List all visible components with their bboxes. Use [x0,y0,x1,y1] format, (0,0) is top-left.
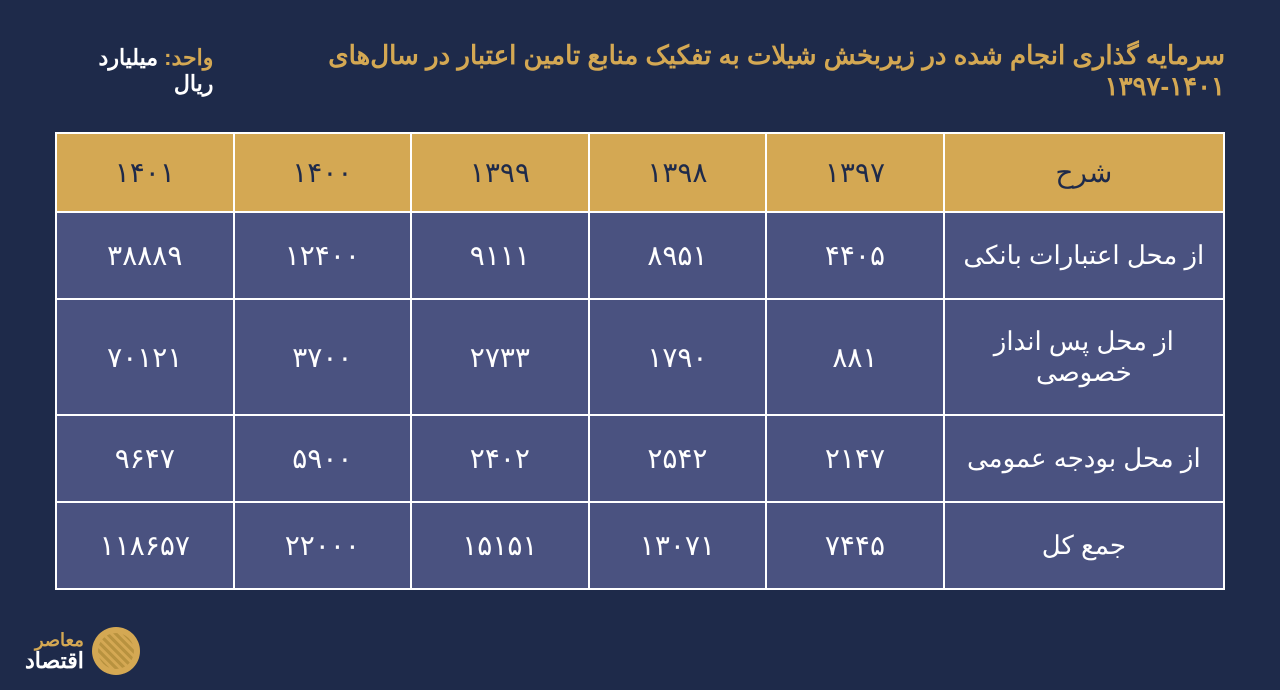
table-wrapper: شرح ۱۳۹۷ ۱۳۹۸ ۱۳۹۹ ۱۴۰۰ ۱۴۰۱ از محل اعتب… [55,132,1225,590]
cell-value: ۱۱۸۶۵۷ [56,502,234,589]
cell-value: ۹۶۴۷ [56,415,234,502]
row-label: از محل پس انداز خصوصی [944,299,1224,415]
table-row: از محل بودجه عمومی ۲۱۴۷ ۲۵۴۲ ۲۴۰۲ ۵۹۰۰ ۹… [56,415,1224,502]
col-header-1398: ۱۳۹۸ [589,133,767,212]
cell-value: ۱۲۴۰۰ [234,212,412,299]
table-header-row: شرح ۱۳۹۷ ۱۳۹۸ ۱۳۹۹ ۱۴۰۰ ۱۴۰۱ [56,133,1224,212]
table-row: از محل پس انداز خصوصی ۸۸۱ ۱۷۹۰ ۲۷۳۳ ۳۷۰۰… [56,299,1224,415]
row-label: از محل اعتبارات بانکی [944,212,1224,299]
unit-label: واحد: میلیارد ریال [55,45,213,97]
cell-value: ۱۵۱۵۱ [411,502,589,589]
table-row: جمع کل ۷۴۴۵ ۱۳۰۷۱ ۱۵۱۵۱ ۲۲۰۰۰ ۱۱۸۶۵۷ [56,502,1224,589]
logo-icon [92,627,140,675]
cell-value: ۳۸۸۸۹ [56,212,234,299]
cell-value: ۸۸۱ [766,299,944,415]
cell-value: ۳۷۰۰ [234,299,412,415]
cell-value: ۲۲۰۰۰ [234,502,412,589]
col-header-desc: شرح [944,133,1224,212]
cell-value: ۱۷۹۰ [589,299,767,415]
page-title: سرمایه گذاری انجام شده در زیربخش شیلات ب… [213,40,1225,102]
row-label: از محل بودجه عمومی [944,415,1224,502]
main-container: سرمایه گذاری انجام شده در زیربخش شیلات ب… [0,0,1280,590]
row-label: جمع کل [944,502,1224,589]
table-row: از محل اعتبارات بانکی ۴۴۰۵ ۸۹۵۱ ۹۱۱۱ ۱۲۴… [56,212,1224,299]
cell-value: ۸۹۵۱ [589,212,767,299]
col-header-1399: ۱۳۹۹ [411,133,589,212]
col-header-1401: ۱۴۰۱ [56,133,234,212]
cell-value: ۵۹۰۰ [234,415,412,502]
investment-table: شرح ۱۳۹۷ ۱۳۹۸ ۱۳۹۹ ۱۴۰۰ ۱۴۰۱ از محل اعتب… [55,132,1225,590]
logo-line1: معاصر [35,630,84,650]
cell-value: ۷۰۱۲۱ [56,299,234,415]
cell-value: ۲۴۰۲ [411,415,589,502]
logo-line2: اقتصاد [25,648,84,673]
cell-value: ۲۱۴۷ [766,415,944,502]
col-header-1397: ۱۳۹۷ [766,133,944,212]
logo-text: معاصر اقتصاد [25,630,84,672]
cell-value: ۷۴۴۵ [766,502,944,589]
col-header-1400: ۱۴۰۰ [234,133,412,212]
title-row: سرمایه گذاری انجام شده در زیربخش شیلات ب… [55,40,1225,102]
cell-value: ۱۳۰۷۱ [589,502,767,589]
logo-area: معاصر اقتصاد [25,627,140,675]
logo-inner-icon [98,633,134,669]
cell-value: ۹۱۱۱ [411,212,589,299]
cell-value: ۲۵۴۲ [589,415,767,502]
cell-value: ۲۷۳۳ [411,299,589,415]
unit-prefix: واحد: [164,45,213,70]
cell-value: ۴۴۰۵ [766,212,944,299]
